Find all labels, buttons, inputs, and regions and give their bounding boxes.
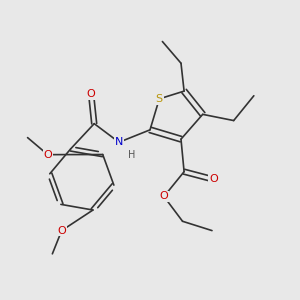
Text: O: O: [209, 174, 218, 184]
Text: O: O: [87, 89, 95, 99]
Text: H: H: [128, 150, 135, 160]
Text: O: O: [160, 191, 168, 202]
Text: O: O: [57, 226, 66, 236]
Text: O: O: [43, 150, 52, 160]
Text: S: S: [156, 94, 163, 104]
Text: N: N: [115, 137, 123, 147]
